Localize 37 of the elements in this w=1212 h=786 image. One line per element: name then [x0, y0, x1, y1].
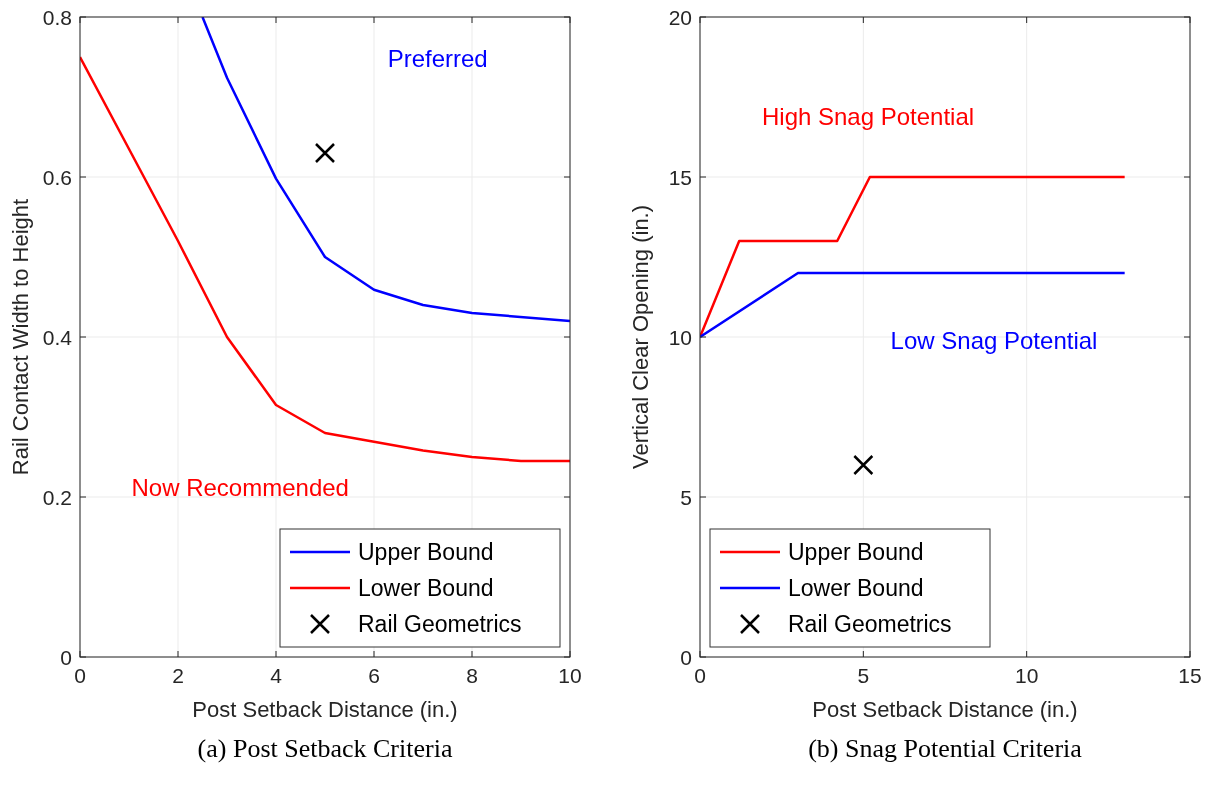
x-tick-label: 5	[857, 664, 870, 687]
legend-label: Upper Bound	[788, 539, 924, 565]
y-axis-title: Rail Contact Width to Height	[8, 198, 33, 476]
y-tick-label: 0.8	[42, 5, 72, 29]
y-tick-label: 5	[680, 485, 692, 509]
annotation: High Snag Potential	[761, 102, 975, 130]
legend-label: Lower Bound	[788, 575, 924, 601]
x-tick-label: 6	[368, 664, 380, 687]
y-tick-label: 0.4	[42, 325, 73, 349]
y-tick-label: 0	[680, 645, 692, 669]
x-tick-label: 4	[270, 664, 283, 687]
line-series	[201, 17, 570, 323]
annotation: Now Recommended	[131, 473, 349, 501]
y-tick-label: 0.2	[42, 485, 72, 509]
annotation: Low Snag Potential	[890, 326, 1098, 354]
legend-label: Upper Bound	[358, 539, 494, 565]
x-tick-label: 0	[694, 664, 706, 687]
x-tick-label: 15	[1178, 664, 1202, 687]
text: (a) Post Setback Criteria	[197, 734, 453, 763]
y-tick-label: 0.6	[42, 165, 72, 189]
legend-label: Rail Geometrics	[358, 611, 522, 637]
text: (b) Snag Potential Criteria	[808, 734, 1083, 763]
x-tick-label: 0	[74, 664, 86, 687]
x-axis-title: Post Setback Distance (in.)	[192, 697, 458, 722]
y-tick-label: 10	[668, 325, 692, 349]
annotation: Preferred	[387, 45, 488, 73]
y-tick-label: 20	[668, 5, 692, 29]
legend-label: Lower Bound	[358, 575, 494, 601]
y-tick-label: 0	[60, 645, 72, 669]
x-axis-title: Post Setback Distance (in.)	[812, 697, 1078, 722]
x-tick-label: 10	[558, 664, 582, 687]
legend-label: Rail Geometrics	[788, 611, 952, 637]
x-tick-label: 10	[1014, 664, 1039, 687]
x-tick-label: 8	[466, 664, 478, 687]
y-tick-label: 15	[668, 165, 692, 189]
x-tick-label: 2	[172, 664, 184, 687]
y-axis-title: Vertical Clear Opening (in.)	[628, 204, 653, 470]
